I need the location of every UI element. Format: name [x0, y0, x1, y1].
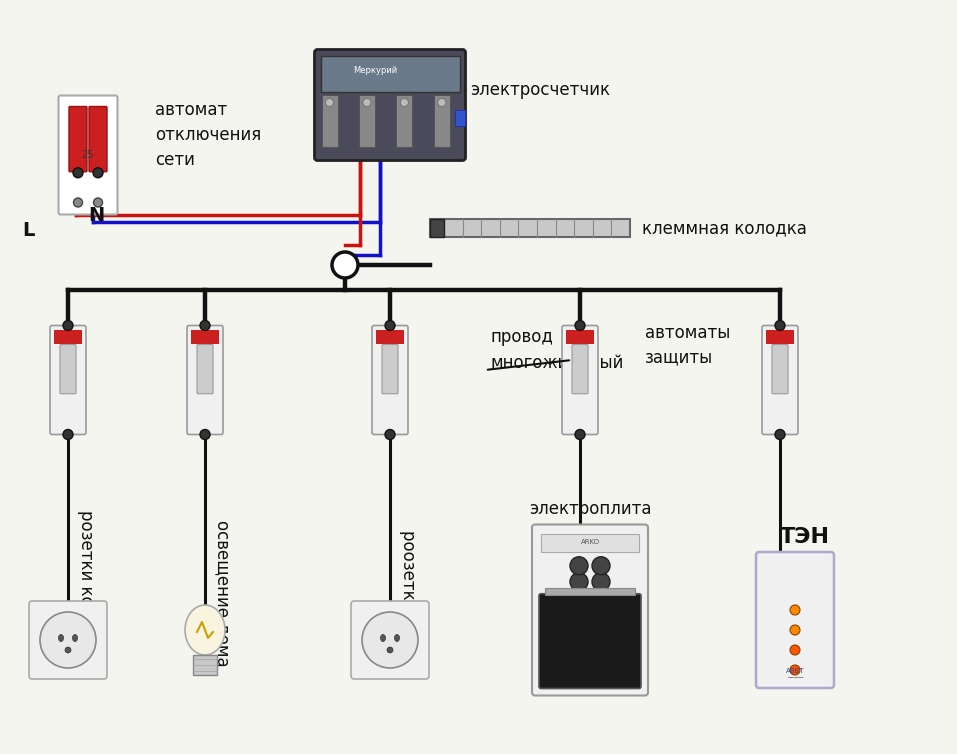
Circle shape [570, 573, 588, 590]
FancyBboxPatch shape [60, 345, 76, 394]
Circle shape [93, 167, 103, 178]
Circle shape [437, 99, 446, 106]
FancyBboxPatch shape [756, 552, 834, 688]
Circle shape [63, 430, 73, 440]
Bar [321, 56, 459, 92]
Circle shape [200, 430, 210, 440]
Circle shape [400, 99, 409, 106]
Bar [54, 329, 82, 344]
Text: освещение дома: освещение дома [214, 520, 232, 667]
Circle shape [790, 605, 800, 615]
Circle shape [65, 647, 71, 653]
Text: роозетки кухни: роозетки кухни [399, 530, 417, 667]
Circle shape [790, 665, 800, 675]
Circle shape [332, 252, 358, 278]
Text: электроплита: электроплита [529, 501, 652, 519]
Text: автоматы
защиты: автоматы защиты [645, 323, 730, 366]
Text: ABBT: ABBT [786, 668, 804, 674]
Text: провод
многожильный: провод многожильный [490, 329, 623, 372]
Bar [396, 94, 412, 147]
Circle shape [363, 99, 371, 106]
FancyBboxPatch shape [572, 345, 588, 394]
FancyBboxPatch shape [50, 326, 86, 434]
Bar [766, 329, 794, 344]
FancyBboxPatch shape [29, 601, 107, 679]
FancyBboxPatch shape [69, 106, 87, 172]
Text: Меркурий: Меркурий [353, 66, 397, 75]
Circle shape [362, 612, 418, 668]
FancyBboxPatch shape [382, 345, 398, 394]
Text: ─────: ───── [787, 676, 803, 682]
FancyBboxPatch shape [58, 96, 118, 214]
Circle shape [575, 430, 585, 440]
Ellipse shape [394, 635, 399, 642]
FancyBboxPatch shape [772, 345, 788, 394]
Circle shape [570, 556, 588, 575]
Bar [376, 329, 404, 344]
FancyBboxPatch shape [187, 326, 223, 434]
Text: клеммная колодка: клеммная колодка [642, 219, 807, 237]
Circle shape [63, 320, 73, 330]
Circle shape [74, 198, 82, 207]
Bar [191, 329, 219, 344]
Text: электросчетчик: электросчетчик [471, 81, 611, 99]
Circle shape [73, 167, 83, 178]
Bar [455, 110, 464, 126]
Circle shape [790, 645, 800, 655]
Bar [434, 94, 450, 147]
FancyBboxPatch shape [197, 345, 213, 394]
Circle shape [40, 612, 96, 668]
Bar [322, 94, 338, 147]
Circle shape [325, 99, 333, 106]
Circle shape [200, 320, 210, 330]
Text: L: L [22, 221, 34, 240]
FancyBboxPatch shape [762, 326, 798, 434]
Circle shape [775, 430, 785, 440]
FancyBboxPatch shape [532, 525, 648, 695]
Bar [545, 588, 635, 595]
Circle shape [575, 320, 585, 330]
Bar [193, 655, 217, 675]
Text: ТЭН: ТЭН [780, 527, 830, 547]
FancyBboxPatch shape [315, 50, 465, 161]
Ellipse shape [185, 605, 225, 655]
Circle shape [387, 647, 393, 653]
Text: ARKO: ARKO [581, 538, 599, 544]
Text: N: N [88, 206, 104, 225]
FancyBboxPatch shape [351, 601, 429, 679]
Bar [541, 534, 639, 551]
Circle shape [592, 573, 610, 590]
FancyBboxPatch shape [430, 219, 630, 237]
Ellipse shape [58, 635, 63, 642]
FancyBboxPatch shape [539, 593, 641, 688]
Ellipse shape [73, 635, 78, 642]
Bar [359, 94, 375, 147]
FancyBboxPatch shape [89, 106, 107, 172]
FancyBboxPatch shape [562, 326, 598, 434]
Circle shape [592, 556, 610, 575]
FancyBboxPatch shape [372, 326, 408, 434]
Circle shape [385, 320, 395, 330]
Text: автомат
отключения
сети: автомат отключения сети [155, 101, 261, 169]
Circle shape [790, 625, 800, 635]
Bar [430, 219, 444, 237]
Circle shape [94, 198, 102, 207]
Circle shape [775, 320, 785, 330]
Circle shape [385, 430, 395, 440]
Ellipse shape [381, 635, 386, 642]
Bar [566, 329, 594, 344]
Text: 25: 25 [81, 150, 94, 160]
Text: розетки комнат: розетки комнат [77, 510, 95, 649]
